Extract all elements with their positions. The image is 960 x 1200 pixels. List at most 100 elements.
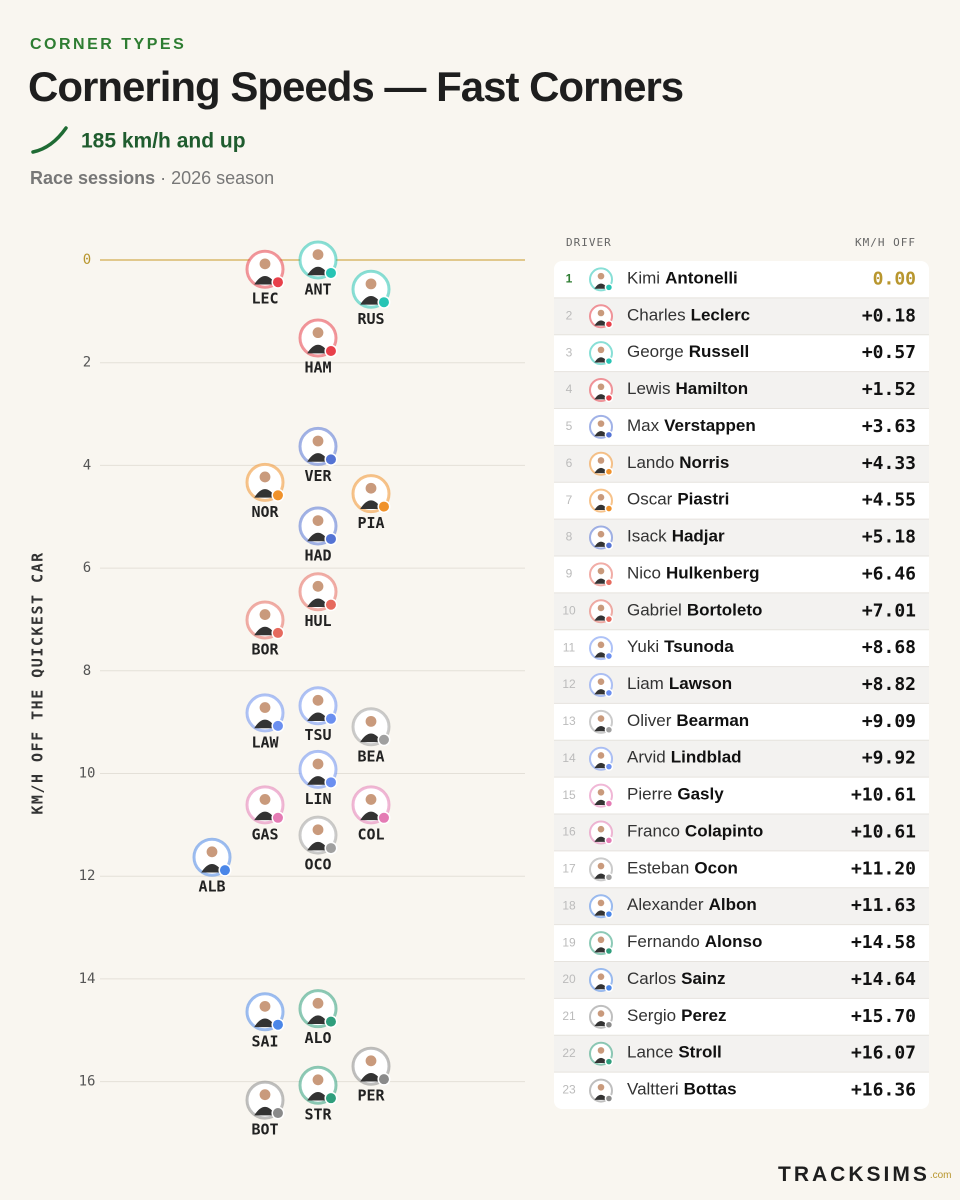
avatar-body — [594, 910, 608, 916]
value-label: +5.18 — [862, 527, 916, 548]
avatar-body — [360, 296, 382, 305]
value-label: +3.63 — [862, 416, 916, 437]
avatar-body — [254, 275, 276, 285]
rank: 13 — [562, 714, 576, 728]
value-label: +11.20 — [851, 858, 916, 879]
avatar-body — [594, 578, 608, 584]
team-badge — [604, 319, 614, 329]
value-label: +11.63 — [851, 895, 916, 916]
driver-code: HUL — [304, 612, 331, 630]
driver-marker — [298, 815, 338, 855]
driver-name: Lewis Hamilton — [627, 380, 748, 399]
avatar-head — [259, 258, 271, 270]
value-label: +8.68 — [862, 637, 916, 658]
avatar-head — [259, 794, 271, 805]
row-bg — [554, 814, 929, 851]
avatar-body — [307, 712, 329, 722]
y-tick-label: 12 — [79, 868, 96, 884]
avatar-head — [597, 567, 605, 575]
driver-marker — [192, 837, 232, 877]
driver-marker — [298, 506, 338, 546]
rank: 1 — [566, 272, 573, 286]
rank: 10 — [562, 603, 576, 617]
first-name: Sergio — [627, 1006, 676, 1025]
team-badge — [604, 578, 614, 587]
last-name: Colapinto — [685, 822, 763, 841]
table-avatar — [589, 341, 614, 366]
avatar-body — [307, 453, 329, 462]
table-header: KM/H OFF — [855, 236, 916, 249]
table-avatar — [589, 414, 614, 440]
team-badge — [218, 863, 232, 877]
table-avatar — [589, 783, 614, 808]
avatar-body — [594, 320, 608, 326]
value-label: +9.92 — [862, 748, 916, 769]
avatar-head — [259, 1000, 271, 1012]
footer-brand: TRACKSIMS — [778, 1163, 930, 1186]
note-rest: · 2026 season — [160, 168, 274, 188]
avatar-head — [312, 327, 324, 339]
driver-marker — [351, 474, 391, 514]
driver-marker — [351, 707, 391, 747]
team-badge — [604, 762, 614, 771]
first-name: Isack — [627, 527, 667, 546]
team-badge — [604, 1094, 614, 1103]
team-badge — [604, 799, 614, 808]
rank: 8 — [566, 530, 573, 544]
rank: 7 — [566, 493, 573, 507]
y-tick-label: 0 — [83, 252, 91, 268]
last-name: Stroll — [678, 1043, 721, 1062]
table-avatar — [589, 746, 614, 771]
last-name: Tsunoda — [664, 638, 734, 657]
avatar-body — [594, 652, 608, 658]
avatar-body — [594, 873, 608, 879]
y-tick-label: 2 — [83, 355, 91, 371]
footer-logo: TRACKSIMS.com — [778, 1163, 952, 1186]
team-badge — [324, 775, 338, 789]
rank: 18 — [562, 898, 576, 912]
avatar-body — [307, 1015, 329, 1024]
table-avatar — [589, 709, 614, 735]
avatar-head — [597, 1083, 605, 1091]
driver-code: NOR — [251, 503, 279, 521]
team-badge — [604, 430, 614, 440]
rank: 15 — [562, 788, 576, 802]
avatar-head — [259, 1089, 271, 1101]
last-name: Leclerc — [691, 306, 751, 325]
driver-name: Sergio Perez — [627, 1006, 727, 1025]
last-name: Antonelli — [665, 269, 738, 288]
avatar-head — [312, 997, 324, 1009]
avatar-head — [597, 899, 605, 907]
y-tick-label: 14 — [79, 971, 96, 987]
driver-marker — [351, 785, 391, 825]
first-name: Carlos — [627, 969, 676, 988]
avatar-head — [597, 604, 605, 612]
driver-marker — [298, 686, 338, 726]
avatar-body — [254, 811, 276, 821]
team-badge — [324, 1091, 338, 1105]
driver-marker — [298, 318, 338, 358]
driver-name: George Russell — [627, 343, 749, 362]
first-name: Alexander — [627, 896, 704, 915]
driver-code: BOT — [251, 1121, 278, 1139]
driver-name: Isack Hadjar — [627, 527, 725, 546]
driver-code: HAM — [304, 359, 331, 377]
avatar-body — [201, 863, 223, 873]
value-label: +10.61 — [851, 785, 916, 806]
avatar-body — [360, 1072, 382, 1082]
rank: 11 — [563, 640, 576, 654]
kicker: CORNER TYPES — [30, 36, 186, 53]
avatar-body — [360, 811, 382, 821]
avatar-head — [597, 272, 605, 280]
avatar-body — [360, 500, 382, 509]
avatar-body — [594, 1020, 608, 1027]
avatar-head — [597, 862, 605, 870]
avatar-body — [254, 719, 276, 729]
first-name: Nico — [627, 564, 661, 583]
avatar-head — [312, 758, 324, 770]
footer-suffix: .com — [930, 1170, 952, 1181]
rank: 12 — [562, 677, 576, 691]
value-label: +16.07 — [851, 1043, 916, 1064]
rank: 23 — [562, 1083, 576, 1097]
